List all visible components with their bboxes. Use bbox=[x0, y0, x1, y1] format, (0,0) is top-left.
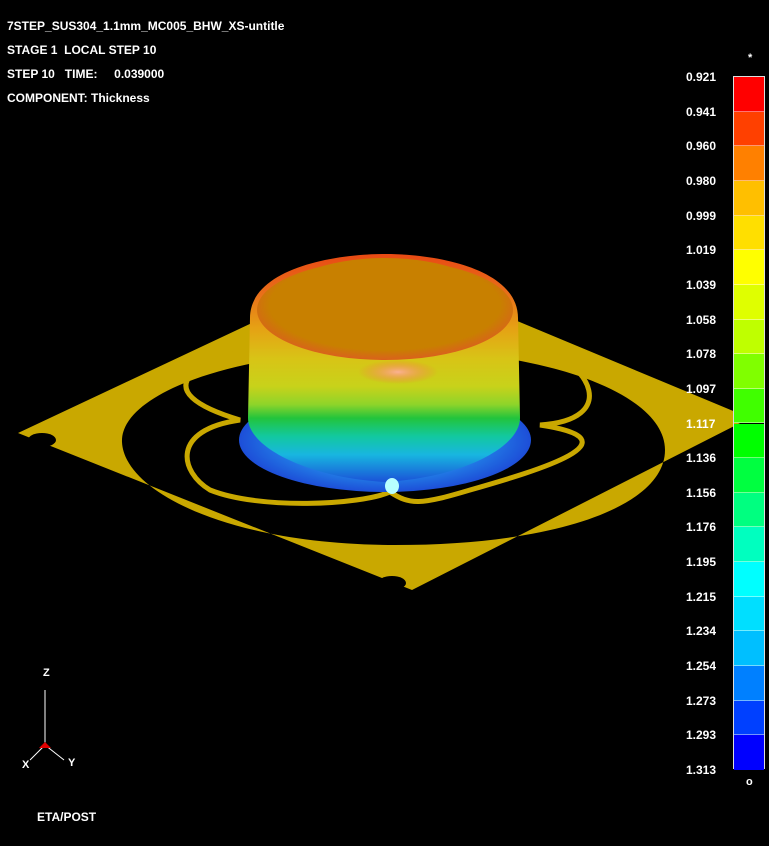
legend-value-label: 1.117 bbox=[686, 416, 716, 431]
legend-swatch bbox=[734, 319, 764, 355]
legend-value-label: 1.254 bbox=[686, 659, 717, 674]
legend-swatch bbox=[734, 562, 764, 597]
axis-z-label: Z bbox=[43, 667, 50, 679]
legend-swatch bbox=[734, 284, 764, 320]
legend-value-label: 1.019 bbox=[686, 243, 717, 258]
legend-swatch bbox=[734, 527, 764, 563]
legend-swatch bbox=[734, 666, 764, 701]
legend-value-label: 0.960 bbox=[686, 139, 717, 154]
legend-value-label: 0.999 bbox=[686, 208, 717, 223]
legend-swatch bbox=[734, 458, 764, 493]
color-legend-bar bbox=[733, 76, 765, 770]
legend-value-label: 1.078 bbox=[686, 347, 717, 362]
legend-value-label: 1.273 bbox=[686, 693, 717, 708]
legend-value-label: 1.195 bbox=[686, 555, 717, 570]
legend-value-label: 0.921 bbox=[686, 70, 717, 84]
legend-swatch bbox=[734, 423, 764, 459]
legend-value-label: 0.980 bbox=[686, 173, 717, 188]
notch bbox=[378, 576, 406, 590]
cup-top-flat bbox=[275, 258, 495, 350]
legend-value-label: 1.058 bbox=[686, 312, 717, 327]
legend-swatch bbox=[734, 111, 764, 147]
legend-swatch bbox=[734, 215, 764, 251]
legend-value-label: 1.039 bbox=[686, 277, 717, 292]
app-label: ETA/POST bbox=[37, 810, 97, 824]
axis-x-label: X bbox=[22, 759, 30, 771]
axis-y-label: Y bbox=[68, 757, 76, 769]
rim-highlight bbox=[358, 360, 438, 384]
wall-highlight bbox=[385, 478, 399, 494]
legend-swatch bbox=[734, 735, 764, 770]
legend-value-label: 1.215 bbox=[686, 589, 717, 604]
legend-value-label: 1.293 bbox=[686, 728, 717, 743]
legend-value-label: 1.136 bbox=[686, 451, 717, 466]
legend-swatch bbox=[734, 250, 764, 285]
legend-swatch bbox=[734, 180, 764, 216]
legend-swatch bbox=[734, 146, 764, 181]
legend-value-label: 1.097 bbox=[686, 381, 717, 396]
legend-swatch bbox=[734, 492, 764, 528]
legend-value-label: 1.176 bbox=[686, 520, 717, 535]
legend-value-label: 1.313 bbox=[686, 763, 717, 777]
blank-sheet bbox=[18, 318, 750, 590]
legend-swatch bbox=[734, 388, 764, 424]
legend-swatch bbox=[734, 631, 764, 667]
step-time-info: STEP 10 TIME: 0.039000 bbox=[7, 67, 165, 81]
legend-swatch bbox=[734, 596, 764, 632]
legend-swatch bbox=[734, 77, 764, 112]
component-info: COMPONENT: Thickness bbox=[7, 91, 150, 105]
legend-swatch bbox=[734, 700, 764, 736]
legend-value-label: 0.941 bbox=[686, 104, 717, 119]
legend-value-label: 1.156 bbox=[686, 485, 717, 500]
notch bbox=[28, 433, 56, 447]
stage-info: STAGE 1 LOCAL STEP 10 bbox=[7, 43, 157, 57]
legend-swatch bbox=[734, 354, 764, 389]
legend-min-marker: o bbox=[746, 776, 753, 788]
model-title: 7STEP_SUS304_1.1mm_MC005_BHW_XS-untitle bbox=[7, 19, 285, 33]
legend-max-marker: * bbox=[748, 52, 753, 64]
axis-triad bbox=[29, 690, 65, 761]
legend-value-label: 1.234 bbox=[686, 624, 717, 639]
